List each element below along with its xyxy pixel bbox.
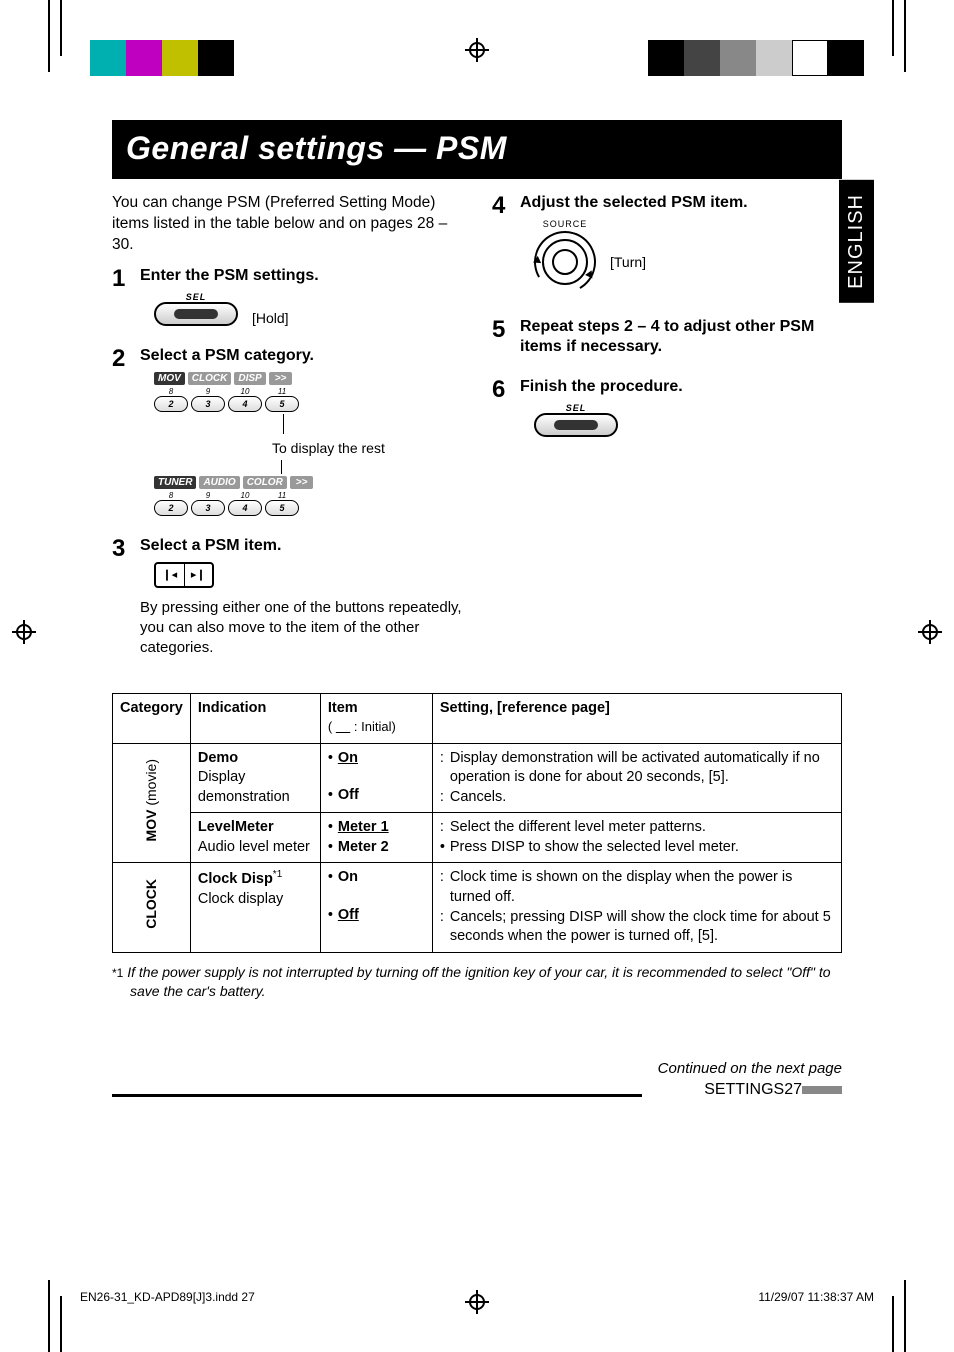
color-bars-left	[90, 40, 234, 76]
source-label: SOURCE	[534, 219, 596, 229]
step-1-num: 1	[112, 266, 140, 332]
sel-label-2: SEL	[534, 403, 618, 413]
table-row: MOV (movie) DemoDisplay demonstration On…	[113, 743, 842, 813]
sel-label: SEL	[154, 292, 238, 302]
prev-next-buttons-icon: ❙◂ ▸❙	[154, 562, 214, 588]
step-4-num: 4	[492, 193, 520, 299]
continued-label: Continued on the next page	[112, 1060, 842, 1077]
reg-mark-left	[12, 620, 36, 644]
display-rest-label: To display the rest	[272, 440, 462, 456]
step-3-title: Select a PSM item.	[140, 536, 462, 556]
sel-button-icon-2	[534, 413, 618, 437]
table-row: CLOCK Clock Disp*1Clock display On Off :…	[113, 863, 842, 952]
color-bars-right	[648, 40, 864, 76]
intro-text: You can change PSM (Preferred Setting Mo…	[112, 193, 462, 256]
th-setting: Setting, [reference page]	[432, 693, 841, 743]
hold-label: [Hold]	[252, 310, 289, 326]
th-indication: Indication	[190, 693, 320, 743]
footnote: *1 If the power supply is not interrupte…	[112, 963, 842, 1001]
th-category: Category	[113, 693, 191, 743]
category-tabs-row-1: MOV CLOCK DISP >>	[154, 372, 462, 385]
step-2-num: 2	[112, 346, 140, 522]
page-number: 27	[784, 1081, 802, 1099]
step-5-title: Repeat steps 2 – 4 to adjust other PSM i…	[520, 317, 842, 357]
table-row: LevelMeterAudio level meter Meter 1 Mete…	[113, 813, 842, 863]
step-6-num: 6	[492, 377, 520, 443]
page-title: General settings — PSM	[112, 120, 842, 179]
print-footer: EN26-31_KD-APD89[J]3.indd 27 11/29/07 11…	[80, 1290, 874, 1304]
step-1-title: Enter the PSM settings.	[140, 266, 462, 286]
step-2-title: Select a PSM category.	[140, 346, 462, 366]
category-tabs-row-2: TUNER AUDIO COLOR >>	[154, 476, 462, 489]
step-3-text: By pressing either one of the buttons re…	[140, 598, 462, 659]
th-item: Item ( : Initial)	[320, 693, 432, 743]
step-5-num: 5	[492, 317, 520, 363]
sel-button-icon	[154, 302, 238, 326]
source-dial-icon	[534, 231, 596, 293]
section-label: SETTINGS	[704, 1081, 784, 1099]
reg-mark-top	[465, 38, 489, 62]
turn-label: [Turn]	[610, 254, 646, 270]
step-6-title: Finish the procedure.	[520, 377, 842, 397]
step-4-title: Adjust the selected PSM item.	[520, 193, 842, 213]
psm-table: Category Indication Item ( : Initial) Se…	[112, 693, 842, 953]
reg-mark-right	[918, 620, 942, 644]
num-buttons-row-2: 2 3 4 5	[154, 500, 462, 516]
language-tab: ENGLISH	[839, 180, 874, 303]
step-3-num: 3	[112, 536, 140, 659]
num-buttons-row-1: 2 3 4 5	[154, 396, 462, 412]
